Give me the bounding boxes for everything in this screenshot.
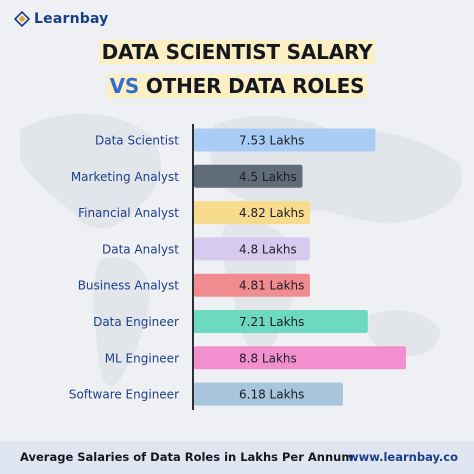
category-label: ML Engineer xyxy=(105,351,179,365)
category-label: Financial Analyst xyxy=(78,206,179,220)
chart-title-vs: VS xyxy=(109,74,140,98)
category-label: Data Engineer xyxy=(93,315,179,329)
chart-title-line-1: DATA SCIENTIST SALARY xyxy=(0,40,474,64)
bar-value-label: 8.8 Lakhs xyxy=(239,351,297,365)
bar-value-label: 4.5 Lakhs xyxy=(239,170,297,184)
category-label: Data Scientist xyxy=(95,134,179,148)
bar-value-label: 4.8 Lakhs xyxy=(239,242,297,256)
category-label: Business Analyst xyxy=(78,279,180,293)
bar-value-label: 4.81 Lakhs xyxy=(239,279,304,293)
bar-value-label: 4.82 Lakhs xyxy=(239,206,304,220)
footer-caption: Average Salaries of Data Roles in Lakhs … xyxy=(20,450,354,464)
learnbay-logo: Learnbay xyxy=(14,9,109,29)
chart-title-rest: OTHER DATA ROLES xyxy=(139,74,365,98)
bar-value-label: 7.21 Lakhs xyxy=(239,315,304,329)
bar-value-label: 7.53 Lakhs xyxy=(239,134,304,148)
salary-bar xyxy=(194,310,368,333)
chart-title-highlight: VS OTHER DATA ROLES xyxy=(106,74,368,98)
salary-bar xyxy=(194,273,310,297)
category-label: Marketing Analyst xyxy=(71,170,179,184)
category-label: Software Engineer xyxy=(69,388,179,402)
bar-value-label: 6.18 Lakhs xyxy=(239,388,304,402)
chart-title-line-2: VS OTHER DATA ROLES xyxy=(0,74,474,98)
website-link[interactable]: www.learnbay.co xyxy=(347,450,458,464)
chart-title-text: DATA SCIENTIST SALARY xyxy=(98,40,376,64)
learnbay-logo-icon xyxy=(14,11,30,27)
salary-bar xyxy=(194,237,310,261)
salary-bar xyxy=(194,201,311,225)
salary-bar xyxy=(194,164,303,188)
category-label: Data Analyst xyxy=(102,242,179,256)
salary-bar xyxy=(194,382,343,406)
footer-bar: Average Salaries of Data Roles in Lakhs … xyxy=(0,441,474,474)
brand-name: Learnbay xyxy=(34,11,109,27)
salary-bar xyxy=(194,346,407,370)
salary-bar xyxy=(194,128,376,152)
